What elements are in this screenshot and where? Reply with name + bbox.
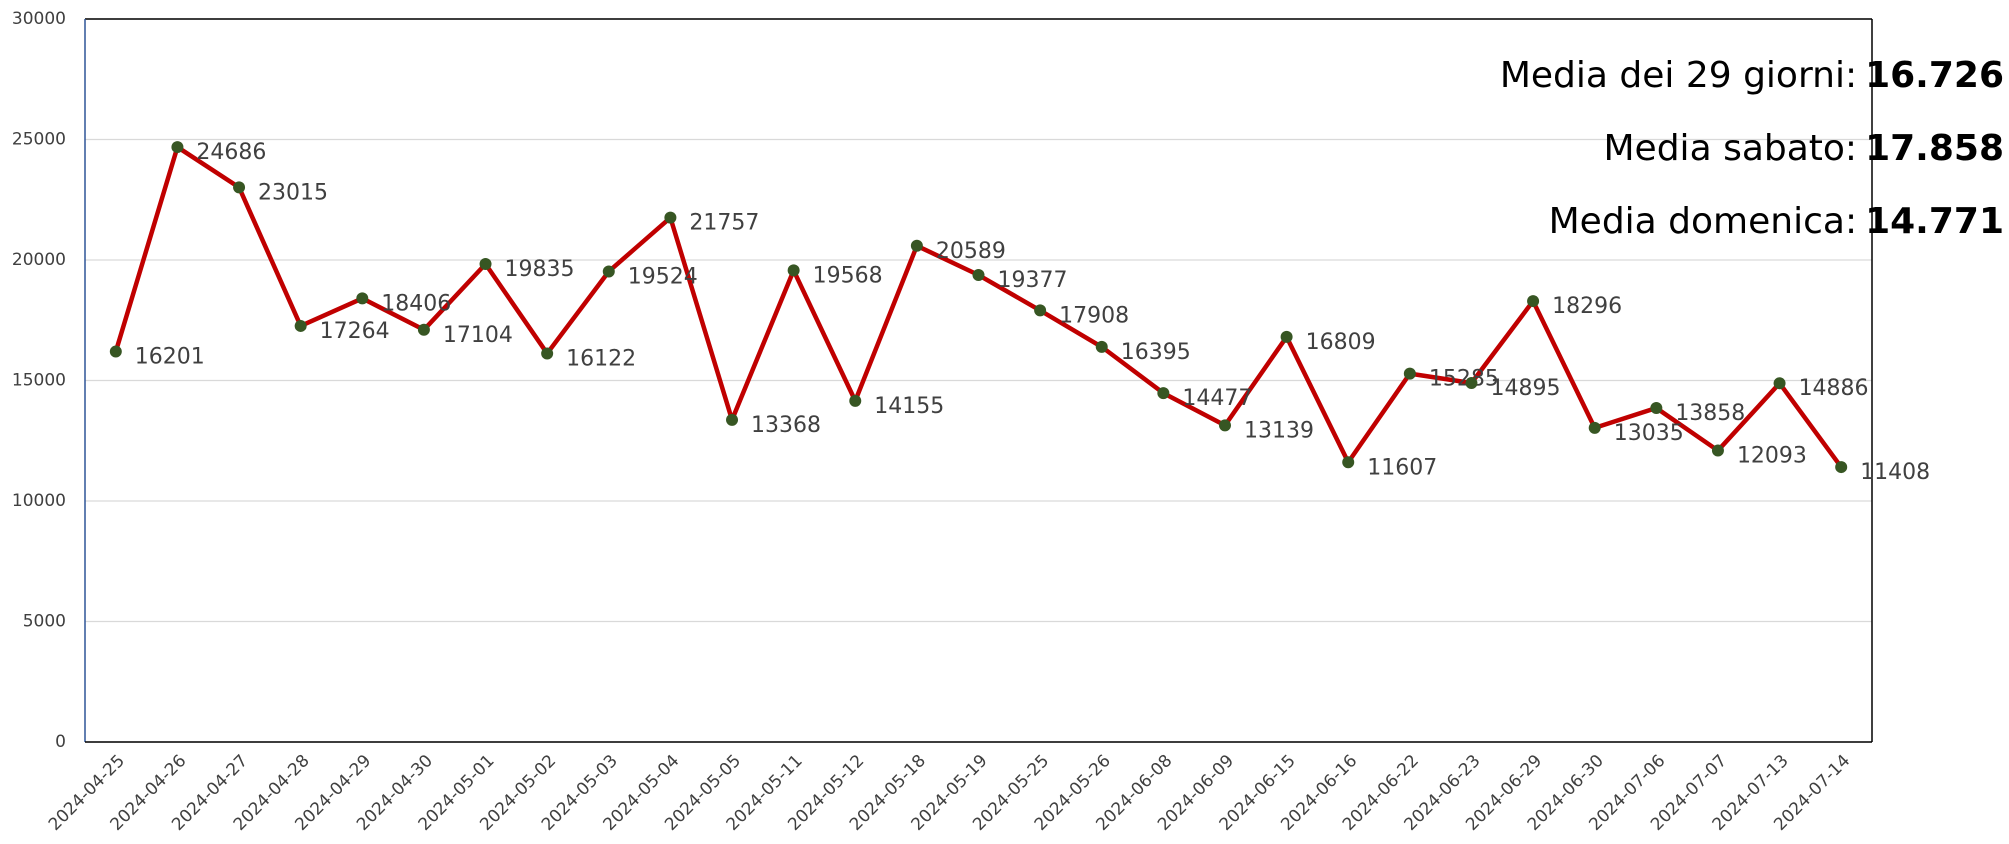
marker — [480, 258, 492, 270]
marker — [1527, 295, 1539, 307]
marker — [1096, 341, 1108, 353]
y-tick-label: 30000 — [12, 9, 66, 29]
y-tick-label: 0 — [55, 732, 66, 752]
data-label: 14895 — [1490, 376, 1560, 401]
y-tick-label: 5000 — [23, 612, 66, 632]
annotation-label: Media sabato: — [1604, 128, 1858, 169]
marker — [603, 265, 615, 277]
chart: 0500010000150002000025000300002024-04-25… — [0, 0, 2009, 844]
data-label: 16201 — [135, 345, 205, 370]
marker — [1342, 456, 1354, 468]
data-label: 19568 — [813, 263, 883, 288]
data-label: 17264 — [320, 319, 390, 344]
marker — [356, 292, 368, 304]
y-tick-label: 15000 — [12, 371, 66, 391]
marker — [788, 264, 800, 276]
marker — [1281, 331, 1293, 343]
annotation-value: 16.726 — [1865, 55, 2004, 96]
data-label: 19524 — [628, 264, 698, 289]
data-label: 13139 — [1244, 418, 1314, 443]
data-label: 20589 — [936, 239, 1006, 264]
marker — [1157, 387, 1169, 399]
data-label: 15285 — [1429, 367, 1499, 392]
data-label: 19835 — [505, 257, 575, 282]
data-label: 18406 — [381, 291, 451, 316]
marker — [1774, 377, 1786, 389]
data-label: 13858 — [1675, 401, 1745, 426]
marker — [1404, 368, 1416, 380]
marker — [1712, 445, 1724, 457]
data-label: 19377 — [998, 268, 1068, 293]
data-label: 14155 — [874, 394, 944, 419]
marker — [849, 395, 861, 407]
annotation-label: Media dei 29 giorni: — [1500, 55, 1857, 96]
marker — [1650, 402, 1662, 414]
data-label: 17908 — [1059, 303, 1129, 328]
data-label: 16395 — [1121, 340, 1191, 365]
data-label: 14886 — [1799, 376, 1869, 401]
annotation: Media dei 29 giorni:16.726 — [1500, 55, 2004, 96]
marker — [1219, 419, 1231, 431]
data-label: 14477 — [1182, 386, 1252, 411]
annotation: Media sabato:17.858 — [1604, 128, 2005, 169]
annotation: Media domenica:14.771 — [1549, 201, 2004, 242]
marker — [726, 414, 738, 426]
data-label: 13368 — [751, 413, 821, 438]
y-tick-label: 10000 — [12, 491, 66, 511]
data-label: 23015 — [258, 180, 328, 205]
marker — [911, 240, 923, 252]
data-label: 11408 — [1860, 460, 1930, 485]
data-label: 16809 — [1306, 330, 1376, 355]
marker — [171, 141, 183, 153]
marker — [973, 269, 985, 281]
y-tick-label: 20000 — [12, 250, 66, 270]
data-label: 13035 — [1614, 421, 1684, 446]
data-label: 12093 — [1737, 444, 1807, 469]
marker — [541, 347, 553, 359]
data-label: 21757 — [689, 211, 759, 236]
marker — [295, 320, 307, 332]
marker — [233, 181, 245, 193]
data-label: 11607 — [1367, 455, 1437, 480]
marker — [418, 324, 430, 336]
annotation-value: 17.858 — [1865, 128, 2004, 169]
marker — [110, 346, 122, 358]
y-tick-label: 25000 — [12, 130, 66, 150]
marker — [664, 212, 676, 224]
marker — [1589, 422, 1601, 434]
annotation-label: Media domenica: — [1549, 201, 1857, 242]
data-label: 16122 — [566, 346, 636, 371]
data-label: 17104 — [443, 323, 513, 348]
marker — [1034, 304, 1046, 316]
annotation-value: 14.771 — [1865, 201, 2004, 242]
data-label: 18296 — [1552, 294, 1622, 319]
marker — [1835, 461, 1847, 473]
marker — [1465, 377, 1477, 389]
data-label: 24686 — [196, 140, 266, 165]
